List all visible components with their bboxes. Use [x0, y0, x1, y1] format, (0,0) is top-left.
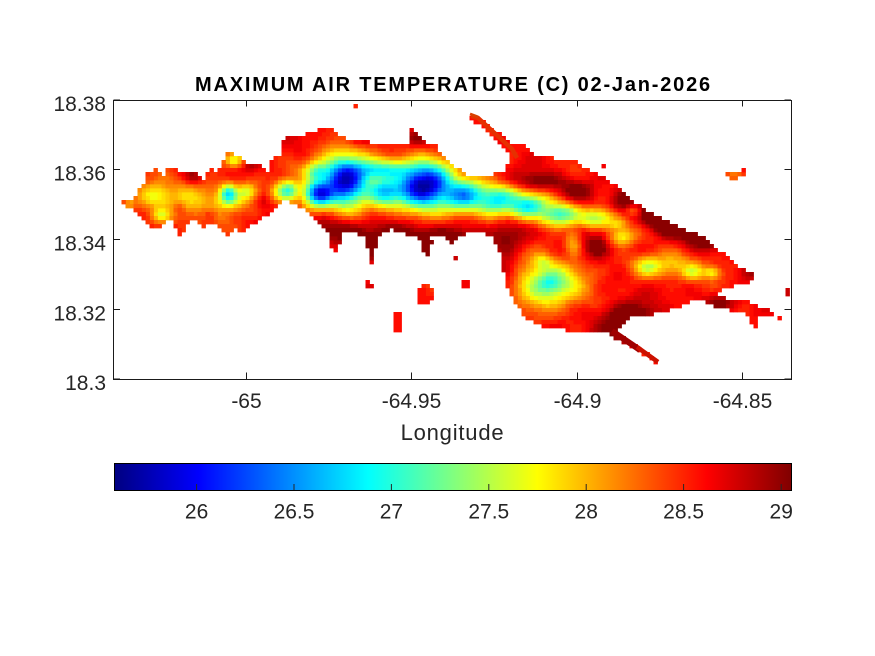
svg-text:27: 27: [380, 501, 403, 524]
svg-text:26.5: 26.5: [274, 501, 315, 524]
svg-text:28: 28: [575, 501, 598, 524]
svg-text:18.38: 18.38: [53, 93, 106, 116]
svg-text:18.3: 18.3: [65, 372, 106, 395]
svg-text:-64.95: -64.95: [382, 390, 442, 413]
svg-text:18.34: 18.34: [53, 233, 106, 256]
svg-text:18.32: 18.32: [53, 303, 106, 326]
svg-text:-64.9: -64.9: [554, 390, 602, 413]
svg-text:26: 26: [185, 501, 208, 524]
svg-text:-65: -65: [231, 390, 261, 413]
svg-text:28.5: 28.5: [663, 501, 704, 524]
svg-text:18.36: 18.36: [53, 163, 106, 186]
svg-text:Longitude: Longitude: [401, 420, 505, 445]
svg-text:29: 29: [770, 501, 793, 524]
svg-text:27.5: 27.5: [468, 501, 509, 524]
svg-text:-64.85: -64.85: [713, 390, 773, 413]
svg-text:MAXIMUM AIR TEMPERATURE (C) 02: MAXIMUM AIR TEMPERATURE (C) 02-Jan-2026: [195, 74, 712, 96]
